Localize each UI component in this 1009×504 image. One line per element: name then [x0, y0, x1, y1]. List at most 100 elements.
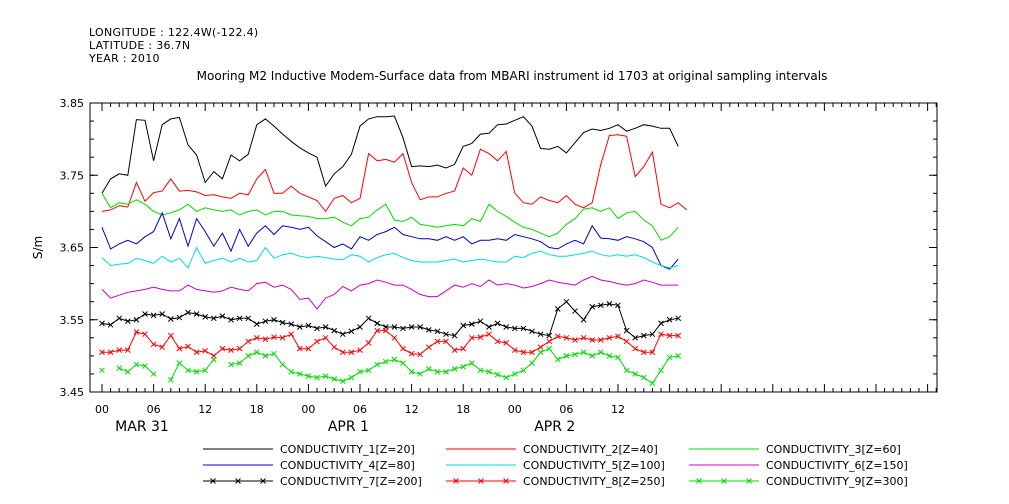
data-point-marker — [486, 324, 492, 330]
x-tick-label: 06 — [353, 403, 367, 416]
data-point-marker — [271, 350, 277, 357]
data-point-marker — [219, 345, 226, 352]
data-point-marker — [99, 349, 105, 356]
data-point-marker — [391, 324, 398, 330]
data-point-marker — [597, 337, 604, 343]
data-point-marker — [107, 349, 114, 356]
series-4 — [101, 211, 679, 270]
data-point-marker — [554, 306, 561, 312]
data-point-marker — [382, 358, 389, 365]
data-point-marker — [417, 324, 424, 330]
data-point-marker — [434, 368, 441, 375]
data-point-marker — [563, 353, 570, 359]
data-point-marker — [142, 311, 148, 317]
data-point-marker — [408, 324, 415, 330]
data-point-marker — [529, 349, 535, 356]
data-point-marker — [99, 367, 105, 374]
data-point-marker — [425, 344, 432, 351]
data-point-marker — [546, 345, 553, 352]
y-axis-label: S/m — [31, 236, 45, 259]
legend-label: CONDUCTIVITY_2[Z=40] — [523, 443, 658, 456]
data-point-marker — [260, 478, 266, 484]
data-point-marker — [417, 351, 424, 358]
data-point-marker — [443, 331, 449, 338]
data-point-marker — [305, 373, 312, 379]
data-point-marker — [262, 336, 269, 343]
data-point-marker — [314, 374, 320, 381]
data-point-marker — [520, 367, 527, 374]
data-point-marker — [546, 332, 553, 339]
y-tick-label: 3.85 — [60, 97, 85, 110]
data-point-marker — [193, 311, 200, 317]
data-point-marker — [253, 334, 260, 341]
data-point-marker — [478, 478, 484, 484]
series-line — [101, 134, 688, 213]
data-point-marker — [649, 380, 656, 387]
data-point-marker — [632, 345, 639, 352]
legend-label: CONDUCTIVITY_3[Z=60] — [766, 443, 901, 456]
data-point-marker — [339, 378, 346, 385]
series-3 — [101, 193, 679, 241]
data-point-marker — [529, 360, 535, 366]
data-point-marker — [503, 478, 509, 484]
data-point-marker — [666, 332, 673, 339]
data-point-marker — [202, 367, 209, 374]
data-point-marker — [210, 356, 217, 363]
data-point-marker — [116, 365, 123, 372]
data-point-marker — [494, 320, 501, 327]
data-point-marker — [167, 316, 174, 322]
data-point-marker — [477, 318, 484, 325]
data-point-marker — [235, 478, 241, 484]
x-tick-label: 12 — [198, 403, 212, 416]
data-point-marker — [640, 332, 647, 339]
data-point-marker — [185, 343, 191, 350]
data-point-marker — [193, 349, 200, 356]
data-point-marker — [597, 349, 604, 356]
data-point-marker — [159, 344, 166, 351]
data-point-marker — [675, 332, 682, 339]
legend-label: CONDUCTIVITY_5[Z=100] — [523, 459, 665, 472]
data-point-marker — [468, 321, 475, 327]
data-point-marker — [279, 361, 286, 368]
data-point-marker — [503, 324, 510, 330]
data-point-marker — [649, 349, 656, 356]
data-point-marker — [511, 371, 518, 377]
data-point-marker — [623, 338, 630, 345]
data-point-marker — [554, 333, 561, 340]
longitude-label: LONGITUDE : 122.4W(-122.4) — [89, 26, 259, 39]
data-point-marker — [365, 367, 372, 374]
data-point-marker — [133, 329, 140, 335]
data-point-marker — [658, 331, 664, 338]
data-point-marker — [468, 334, 475, 341]
x-tick-label: 06 — [559, 403, 573, 416]
data-point-marker — [236, 315, 243, 322]
data-point-marker — [185, 367, 191, 374]
data-point-marker — [529, 328, 535, 335]
data-point-marker — [675, 353, 682, 359]
x-tick-label: 18 — [456, 403, 470, 416]
data-point-marker — [279, 319, 286, 326]
data-point-marker — [425, 366, 432, 372]
data-point-marker — [623, 367, 630, 374]
x-tick-label: 06 — [147, 403, 161, 416]
x-tick-label: 12 — [405, 403, 419, 416]
data-point-marker — [468, 360, 475, 366]
data-point-marker — [296, 371, 303, 377]
data-point-marker — [486, 331, 492, 338]
data-point-marker — [721, 478, 727, 484]
data-point-marker — [666, 354, 673, 361]
data-point-marker — [296, 345, 303, 352]
data-point-marker — [572, 351, 578, 358]
data-point-marker — [417, 371, 424, 377]
data-point-marker — [640, 349, 647, 356]
data-point-marker — [503, 340, 510, 346]
data-point-marker — [511, 347, 518, 353]
data-point-marker — [563, 334, 570, 341]
data-point-marker — [658, 320, 664, 327]
data-point-marker — [339, 349, 346, 356]
data-point-marker — [305, 345, 312, 352]
series-line — [101, 115, 679, 194]
data-point-marker — [400, 360, 406, 366]
data-point-marker — [460, 322, 467, 329]
